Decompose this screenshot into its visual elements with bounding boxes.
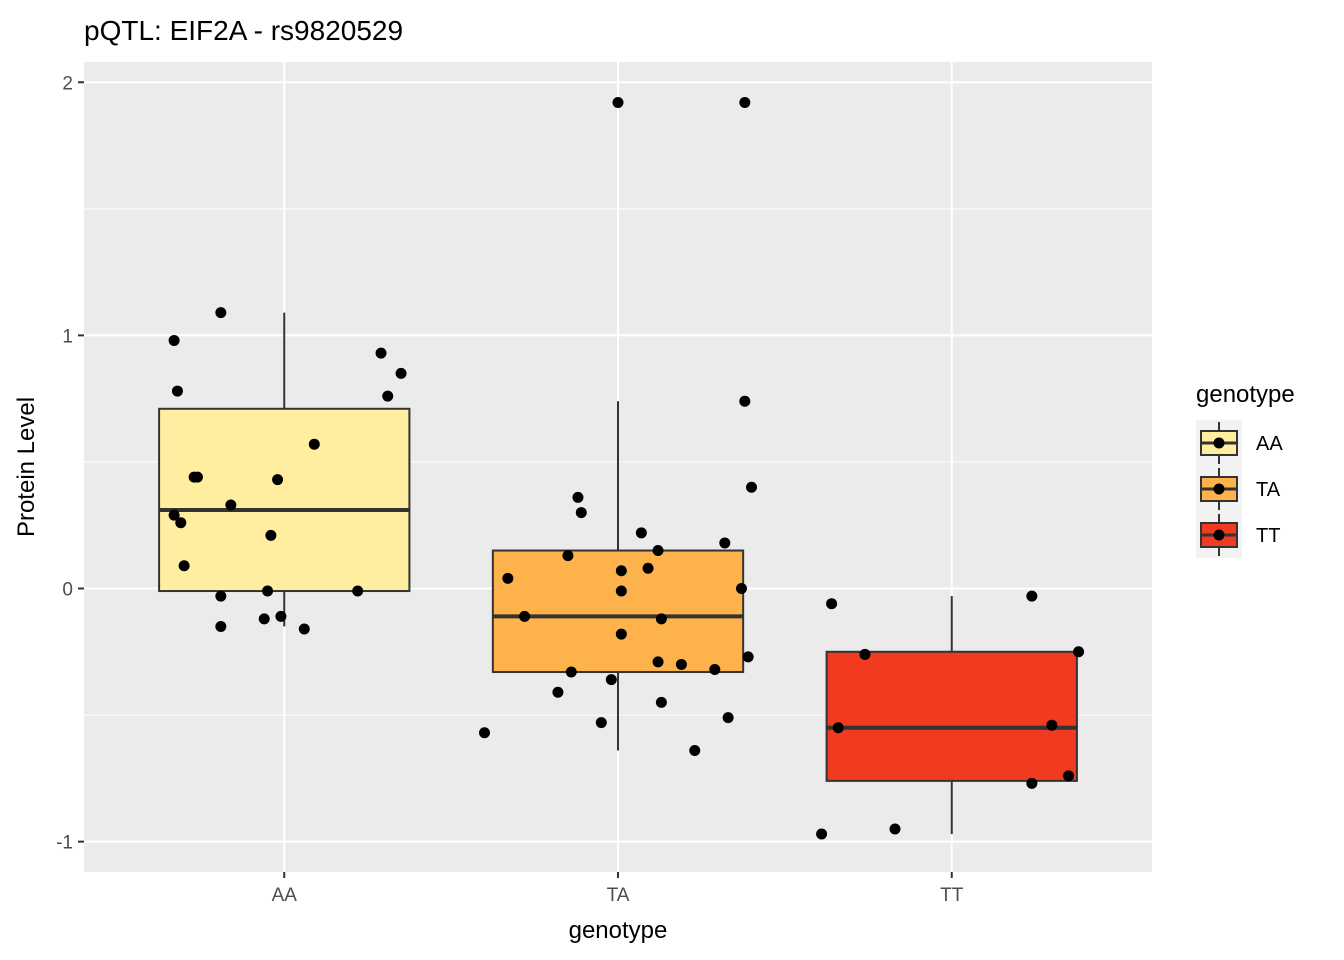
y-tick-label: 2	[62, 73, 73, 94]
data-point-ta	[739, 395, 751, 407]
data-point-aa	[382, 390, 394, 402]
legend: genotype AA TA TT	[1196, 381, 1295, 558]
box-body	[158, 407, 411, 593]
data-point-ta	[642, 562, 654, 574]
legend-key-point	[1213, 437, 1225, 449]
x-axis-title: genotype	[569, 917, 668, 944]
data-point-ta	[572, 491, 584, 503]
data-point-aa	[258, 613, 270, 625]
data-point-ta	[595, 717, 607, 729]
data-point-ta	[742, 651, 754, 663]
box-layer	[158, 312, 1078, 835]
point-layer	[168, 97, 1085, 840]
legend-label: TA	[1256, 479, 1281, 501]
data-point-aa	[225, 499, 237, 511]
box-tt	[825, 596, 1078, 835]
data-point-ta	[746, 481, 757, 493]
data-point-aa	[262, 585, 274, 597]
data-point-ta	[719, 537, 731, 549]
data-point-aa	[178, 560, 190, 572]
chart-title: pQTL: EIF2A - rs9820529	[84, 15, 403, 46]
data-point-ta	[709, 664, 721, 675]
data-point-ta	[652, 656, 664, 668]
data-point-ta	[689, 745, 701, 756]
data-point-ta	[655, 696, 667, 708]
legend-item-tt: TT	[1196, 512, 1280, 558]
data-point-ta	[519, 610, 531, 622]
data-point-ta	[612, 97, 624, 108]
legend-key-point	[1213, 529, 1225, 541]
data-point-ta	[675, 658, 687, 670]
box-body	[825, 650, 1078, 782]
legend-label: AA	[1256, 433, 1283, 455]
data-point-ta	[479, 727, 490, 739]
data-point-tt	[832, 722, 844, 734]
box-aa	[158, 312, 411, 627]
data-point-tt	[889, 823, 901, 835]
data-point-ta	[605, 674, 617, 686]
data-point-tt	[826, 598, 838, 610]
legend-key-point	[1213, 483, 1225, 495]
data-point-ta	[722, 712, 734, 724]
data-point-ta	[565, 666, 577, 678]
legend-label: TT	[1256, 525, 1280, 547]
data-point-ta	[502, 572, 514, 584]
x-tick-label: TA	[607, 885, 630, 906]
y-tick-label: -1	[56, 833, 73, 854]
data-point-aa	[168, 509, 180, 521]
data-point-aa	[308, 438, 320, 450]
data-point-aa	[352, 585, 364, 597]
x-tick-label: TT	[940, 885, 964, 906]
data-point-aa	[272, 474, 284, 486]
data-point-aa	[168, 334, 180, 346]
data-point-aa	[215, 307, 227, 319]
x-tick-label: AA	[272, 885, 298, 906]
data-point-tt	[1026, 590, 1038, 602]
data-point-ta	[552, 686, 564, 698]
data-point-aa	[171, 385, 183, 397]
data-point-ta	[615, 628, 627, 640]
data-point-tt	[1046, 719, 1058, 731]
data-point-aa	[265, 529, 277, 541]
data-point-ta	[635, 527, 647, 539]
y-tick-label: 0	[62, 580, 73, 601]
data-point-ta	[562, 550, 574, 562]
data-point-aa	[191, 471, 203, 483]
data-point-ta	[739, 97, 751, 108]
y-tick-label: 1	[62, 326, 73, 347]
data-point-tt	[1063, 770, 1075, 782]
data-point-aa	[215, 590, 227, 602]
data-point-ta	[735, 583, 747, 594]
data-point-aa	[395, 367, 407, 379]
legend-title: genotype	[1196, 381, 1295, 408]
data-point-aa	[375, 347, 387, 359]
data-point-tt	[1026, 777, 1038, 789]
data-point-ta	[655, 613, 667, 625]
data-point-ta	[615, 585, 627, 597]
data-point-aa	[298, 623, 310, 635]
data-point-tt	[1073, 646, 1085, 658]
legend-item-aa: AA	[1196, 420, 1283, 466]
data-point-tt	[859, 648, 871, 660]
data-point-ta	[615, 565, 627, 577]
data-point-aa	[275, 610, 287, 622]
y-axis: -1 0 1 2	[56, 73, 84, 854]
data-point-ta	[575, 507, 587, 519]
x-axis: AA TA TT	[272, 872, 964, 906]
data-point-ta	[652, 545, 664, 557]
data-point-tt	[816, 828, 828, 840]
data-point-aa	[175, 517, 187, 529]
data-point-aa	[215, 620, 227, 632]
legend-item-ta: TA	[1196, 466, 1281, 512]
y-axis-title: Protein Level	[13, 397, 40, 537]
